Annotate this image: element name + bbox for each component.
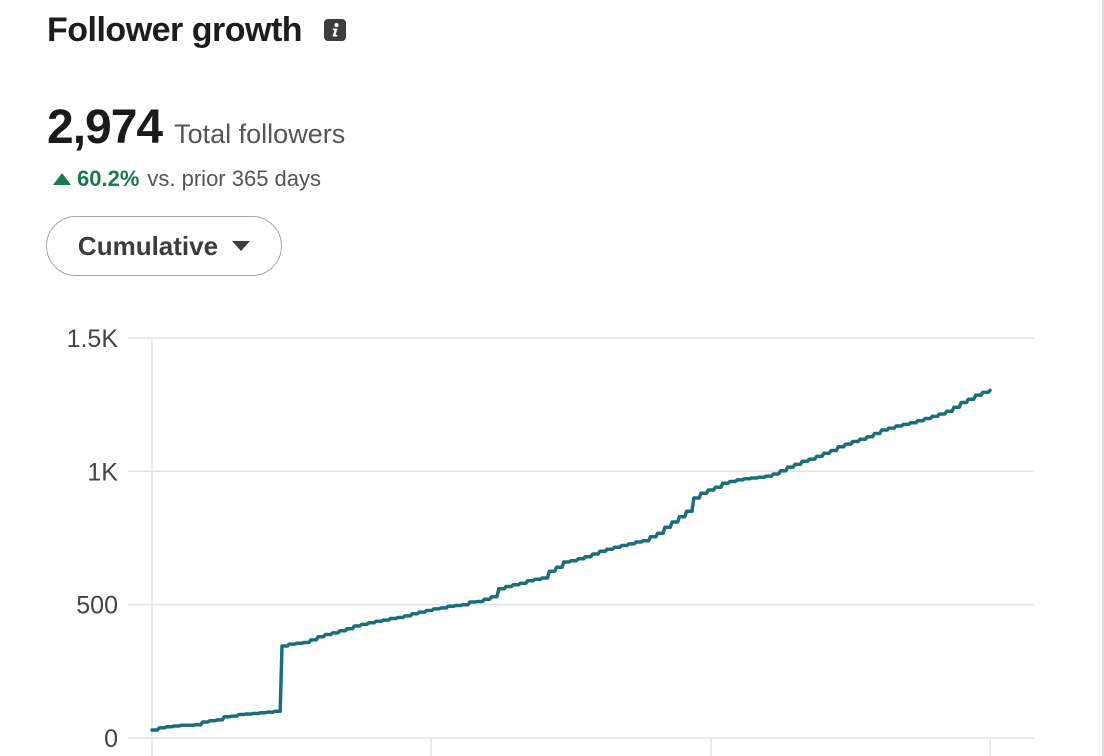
caret-down-icon — [232, 241, 251, 251]
y-tick-label-2: 1K — [87, 458, 118, 486]
y-tick-label-3: 1.5K — [67, 325, 119, 353]
dropdown-selected-value: Cumulative — [77, 230, 219, 261]
up-arrow-icon — [53, 173, 71, 185]
panel-edge — [1102, 0, 1104, 756]
change-period-label: vs. prior 365 days — [147, 166, 322, 191]
y-tick-label-0: 0 — [104, 725, 118, 753]
y-axis-labels: 0 500 1K 1.5K — [67, 325, 119, 753]
follower-growth-chart: 0 500 1K 1.5K — [67, 325, 1034, 756]
chart-grid — [128, 337, 1034, 756]
metric-dropdown[interactable]: Cumulative — [46, 216, 282, 276]
info-icon[interactable] — [324, 19, 347, 41]
card-title: Follower growth — [47, 11, 303, 49]
total-followers-value: 2,974 — [47, 101, 163, 154]
growth-change: 60.2% vs. prior 365 days — [53, 166, 321, 192]
card-header: Follower growth — [47, 8, 347, 52]
total-followers-label: Total followers — [174, 119, 346, 149]
y-tick-label-1: 500 — [76, 592, 118, 620]
series-line — [150, 388, 992, 732]
follower-summary: 2,974 Total followers — [47, 100, 345, 155]
change-percent: 60.2% — [77, 166, 140, 191]
